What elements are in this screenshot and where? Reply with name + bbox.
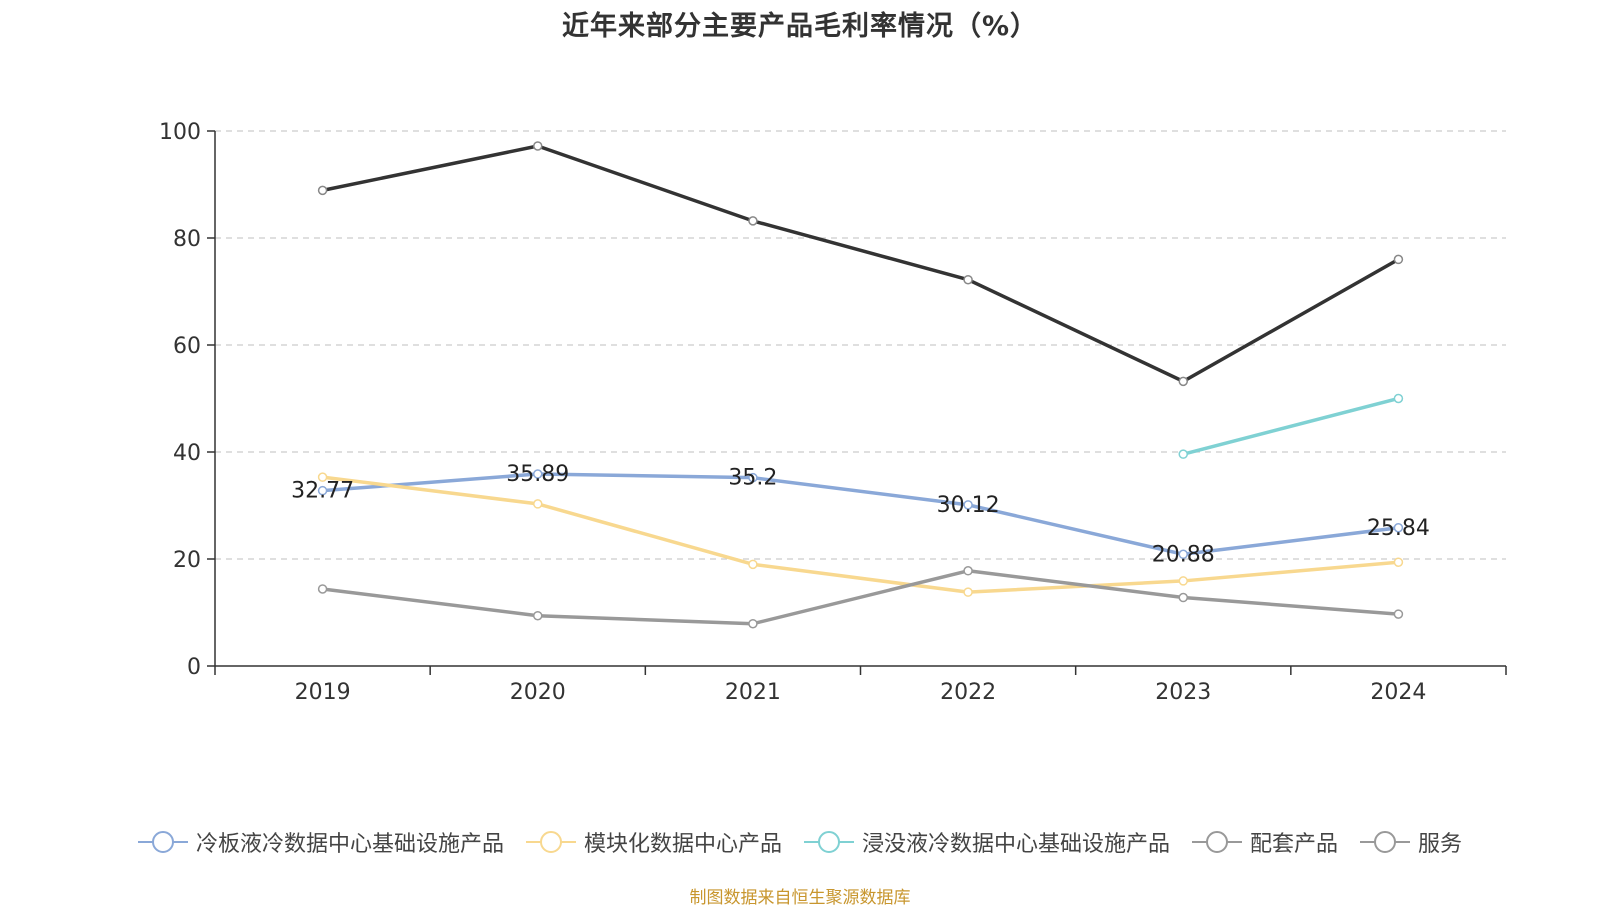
- legend-marker-icon: [137, 831, 188, 853]
- x-tick-label: 2022: [940, 680, 996, 705]
- data-point: [1393, 523, 1404, 533]
- data-label: 35.2: [728, 466, 777, 491]
- data-label: 20.88: [1152, 542, 1215, 567]
- legend-item[interactable]: 配套产品: [1192, 826, 1338, 858]
- data-point: [533, 610, 543, 621]
- legend-label: 配套产品: [1250, 832, 1339, 857]
- data-point: [533, 469, 543, 479]
- data-point: [963, 587, 973, 597]
- y-tick-label: 80: [173, 227, 201, 252]
- y-tick-label: 60: [173, 334, 201, 359]
- legend-label: 浸没液冷数据中心基础设施产品: [861, 832, 1170, 857]
- legend-label: 服务: [1418, 832, 1463, 857]
- data-point: [1393, 254, 1404, 265]
- data-point: [748, 216, 758, 226]
- data-point: [963, 500, 973, 510]
- x-tick-label: 2021: [725, 680, 781, 705]
- x-tick-label: 2023: [1155, 680, 1211, 705]
- x-tick-label: 2024: [1370, 680, 1426, 705]
- data-point: [748, 559, 758, 570]
- data-point: [533, 141, 543, 151]
- data-point: [317, 185, 328, 196]
- legend-item[interactable]: 冷板液冷数据中心基础设施产品: [137, 826, 504, 858]
- data-point: [1178, 592, 1188, 603]
- legend-marker-icon: [1360, 831, 1411, 853]
- data-point: [317, 472, 328, 482]
- data-point: [1178, 576, 1188, 586]
- legend-item[interactable]: 浸没液冷数据中心基础设施产品: [803, 826, 1170, 858]
- legend-item[interactable]: 服务: [1360, 826, 1462, 858]
- data-label: 32.77: [291, 479, 354, 504]
- data-point: [317, 485, 328, 496]
- data-point: [1393, 609, 1404, 619]
- y-tick-label: 0: [187, 655, 201, 680]
- legend-label: 模块化数据中心产品: [583, 832, 782, 857]
- legend-marker-icon: [525, 831, 576, 853]
- data-point: [1178, 376, 1188, 387]
- y-tick-label: 40: [173, 441, 201, 466]
- chart-title: 近年来部分主要产品毛利率情况（%）: [561, 11, 1039, 42]
- x-tick-label: 2020: [510, 680, 566, 705]
- y-tick-label: 100: [159, 120, 201, 145]
- data-point: [963, 566, 973, 576]
- data-point: [963, 274, 973, 285]
- legend-label: 冷板液冷数据中心基础设施产品: [195, 832, 504, 857]
- series-line-3: [322, 144, 1400, 384]
- data-point: [317, 584, 328, 594]
- x-tick-label: 2019: [295, 680, 351, 705]
- data-label: 35.89: [506, 462, 569, 487]
- series-line-1: [322, 475, 1399, 594]
- series-line-4: [322, 569, 1399, 626]
- data-point: [533, 499, 543, 509]
- legend-item[interactable]: 模块化数据中心产品: [525, 826, 782, 858]
- data-point: [748, 618, 758, 629]
- data-label: 25.84: [1367, 516, 1430, 541]
- y-tick-label: 20: [173, 548, 201, 573]
- source-note: 制图数据来自恒生聚源数据库: [689, 888, 911, 908]
- data-point: [1178, 449, 1188, 459]
- data-point: [1178, 549, 1188, 560]
- legend-marker-icon: [803, 831, 854, 853]
- data-label: 30.12: [937, 493, 1000, 518]
- series-line-0: [322, 472, 1399, 557]
- series-line-2: [1182, 396, 1399, 456]
- data-point: [1393, 557, 1404, 567]
- data-point: [1393, 393, 1404, 404]
- data-point: [748, 472, 758, 483]
- legend-marker-icon: [1192, 831, 1242, 853]
- legend: 冷板液冷数据中心基础设施产品 模块化数据中心产品 浸没液冷数据中心基础设施产品 配套产…: [0, 826, 1600, 858]
